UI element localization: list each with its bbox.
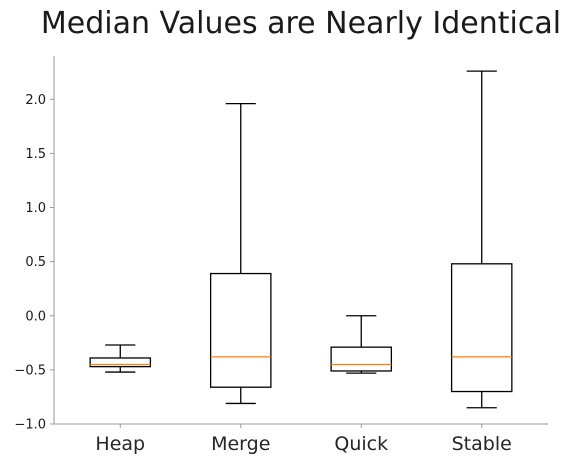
plot-area: −1.0 −0.5 0.0 0.5 1.0 1.5 2.0 Heap Merge Quick Sta…	[14, 56, 548, 455]
box-iqr	[450, 263, 513, 393]
x-tick-label: Quick	[334, 433, 388, 455]
y-tick-label: −1.0	[14, 418, 46, 433]
x-tick-label: Heap	[95, 433, 145, 455]
box-iqr	[89, 357, 152, 368]
y-tick-label: 1.5	[25, 147, 46, 162]
y-tick-label: −0.5	[14, 363, 46, 378]
y-tick-label: 0.0	[25, 309, 46, 324]
y-tick-label: 1.0	[25, 201, 46, 216]
y-tick-label: 0.5	[25, 255, 46, 270]
x-tick-label: Stable	[452, 433, 512, 455]
chart-title: Median Values are Nearly Identical	[41, 6, 561, 41]
box-iqr	[209, 272, 272, 388]
box-iqr	[330, 346, 393, 372]
x-tick-label: Merge	[211, 433, 270, 455]
y-tick-label: 2.0	[25, 93, 46, 108]
